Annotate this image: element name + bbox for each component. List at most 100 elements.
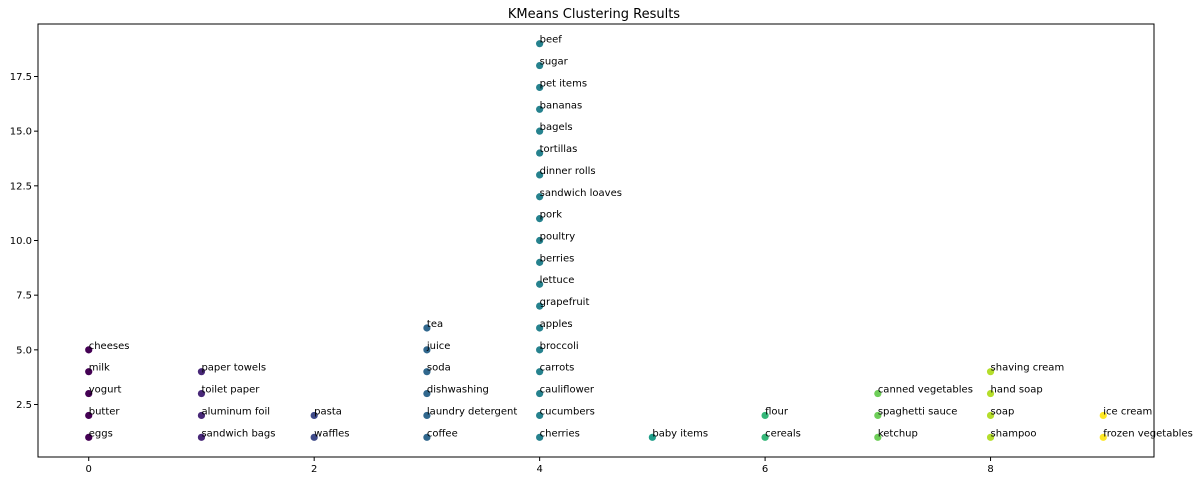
point-label: broccoli: [540, 341, 579, 352]
point-label: poultry: [540, 232, 576, 243]
point-label: coffee: [427, 428, 458, 439]
point-label: laundry detergent: [427, 406, 517, 417]
point-label: canned vegetables: [878, 385, 973, 396]
y-tick-label: 7.5: [16, 291, 32, 302]
y-tick-label: 10.0: [10, 236, 32, 247]
data-point: [536, 40, 544, 48]
point-label: soap: [991, 406, 1015, 417]
point-label: hand soap: [991, 385, 1043, 396]
point-label: cheeses: [89, 341, 130, 352]
data-point: [85, 346, 93, 354]
y-tick-label: 2.5: [16, 400, 32, 411]
data-point: [761, 433, 769, 441]
x-tick-label: 2: [311, 464, 317, 475]
point-label: flour: [765, 406, 789, 417]
data-point: [986, 433, 995, 441]
data-point: [536, 171, 544, 179]
data-point: [536, 433, 544, 441]
point-label: sugar: [540, 57, 569, 68]
point-label: soda: [427, 363, 451, 374]
data-point: [85, 433, 93, 441]
point-label: apples: [540, 319, 573, 330]
data-point: [536, 215, 544, 223]
point-label: yogurt: [89, 385, 122, 396]
data-point: [536, 149, 544, 157]
data-point: [85, 411, 93, 420]
data-point: [536, 389, 544, 398]
data-point: [536, 105, 544, 113]
data-point: [874, 389, 882, 398]
point-label: frozen vegetables: [1103, 428, 1193, 439]
data-point: [986, 389, 995, 398]
point-labels: eggs butter yogurt milk cheeses sandwich bags…: [89, 35, 1193, 440]
point-label: cucumbers: [540, 406, 595, 417]
y-tick-label: 17.5: [10, 72, 32, 83]
data-point: [197, 368, 206, 376]
point-label: bagels: [540, 122, 573, 133]
point-label: pet items: [540, 78, 587, 89]
data-point: [423, 346, 431, 354]
point-label: sandwich loaves: [540, 188, 622, 199]
y-tick-label: 15.0: [10, 127, 32, 138]
point-label: milk: [89, 363, 110, 374]
data-point: [85, 389, 93, 398]
point-label: cherries: [540, 428, 580, 439]
data-point: [536, 346, 544, 354]
data-point: [648, 433, 656, 441]
point-label: pasta: [314, 406, 342, 417]
point-label: grapefruit: [540, 297, 590, 308]
data-point: [536, 280, 544, 288]
data-point: [536, 127, 544, 135]
data-point: [986, 411, 995, 420]
point-label: butter: [89, 406, 121, 417]
data-point: [423, 433, 431, 441]
point-label: tea: [427, 319, 443, 330]
point-label: dinner rolls: [540, 166, 596, 177]
data-point: [536, 368, 544, 376]
data-point: [536, 324, 544, 332]
data-point: [197, 433, 206, 441]
data-point: [986, 368, 995, 376]
data-point: [423, 389, 431, 398]
point-label: beef: [540, 35, 563, 46]
point-label: cauliflower: [540, 385, 595, 396]
point-label: cereals: [765, 428, 801, 439]
axes: 0 2 4 6 8 2.5 5.0 7.5 10.0 12.5 15.0 17.5: [10, 23, 1155, 475]
point-label: sandwich bags: [201, 428, 275, 439]
data-point: [536, 61, 544, 70]
data-point: [536, 258, 544, 266]
point-label: berries: [540, 253, 575, 264]
data-point: [197, 389, 206, 398]
data-point: [536, 411, 544, 420]
data-point: [874, 411, 882, 420]
point-label: pork: [540, 210, 563, 221]
point-label: lettuce: [540, 275, 575, 286]
point-label: juice: [426, 341, 451, 352]
data-point: [1099, 411, 1107, 420]
data-point: [423, 324, 431, 332]
data-point: [197, 411, 206, 420]
data-point: [536, 193, 544, 201]
point-label: shaving cream: [991, 363, 1065, 374]
point-label: ketchup: [878, 428, 918, 439]
point-label: dishwashing: [427, 385, 489, 396]
data-point: [536, 302, 544, 310]
point-label: aluminum foil: [201, 406, 270, 417]
point-label: carrots: [540, 363, 575, 374]
point-label: waffles: [314, 428, 349, 439]
y-tick-label: 5.0: [16, 345, 32, 356]
x-tick-label: 8: [987, 464, 993, 475]
data-point: [874, 433, 882, 441]
data-point: [85, 368, 93, 376]
x-tick-label: 4: [536, 464, 542, 475]
point-label: spaghetti sauce: [878, 406, 958, 417]
data-point: [1099, 433, 1107, 441]
x-tick-label: 0: [86, 464, 92, 475]
x-tick-label: 6: [762, 464, 768, 475]
data-point: [423, 368, 431, 376]
y-tick-label: 12.5: [10, 181, 32, 192]
point-label: toilet paper: [201, 385, 260, 396]
point-label: shampoo: [991, 428, 1037, 439]
point-label: eggs: [89, 428, 113, 439]
